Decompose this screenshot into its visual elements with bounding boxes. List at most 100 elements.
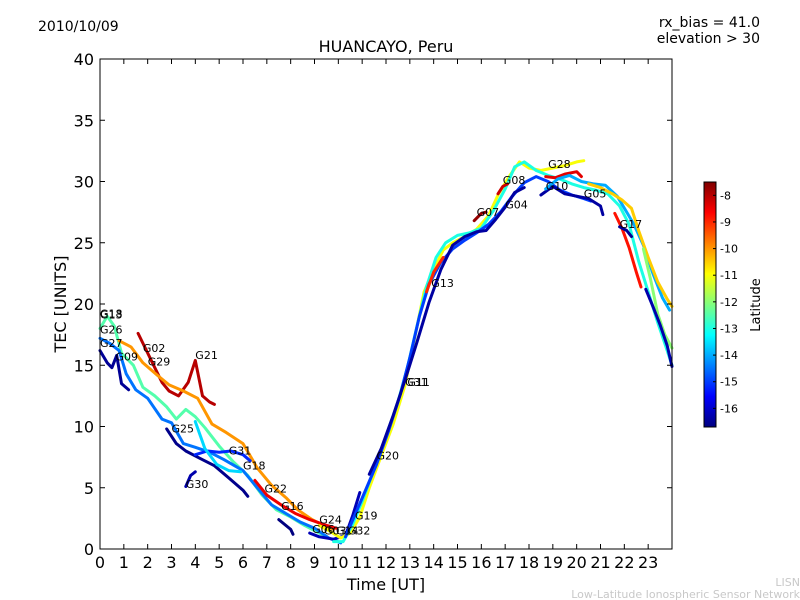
satellite-label: G04 — [505, 198, 528, 211]
y-tick-label: 10 — [74, 418, 94, 437]
x-tick-label: 19 — [543, 553, 563, 572]
x-tick-label: 13 — [400, 553, 420, 572]
x-tick-label: 23 — [638, 553, 658, 572]
x-tick-label: 3 — [166, 553, 176, 572]
satellite-label: G03 — [324, 524, 347, 537]
tec-track — [613, 211, 643, 289]
x-tick-label: 10 — [328, 553, 348, 572]
satellite-label: G24 — [319, 513, 342, 526]
chart-title: HUANCAYO, Peru — [319, 37, 454, 56]
satellite-label: G13 — [431, 277, 454, 290]
x-tick-label: 16 — [471, 553, 491, 572]
x-tick-label: 2 — [143, 553, 153, 572]
satellite-label: G18 — [100, 308, 123, 321]
satellite-label: G22 — [265, 483, 288, 496]
satellite-label: G13 — [100, 309, 123, 322]
tec-track — [117, 339, 336, 531]
y-tick-label: 30 — [74, 173, 94, 192]
y-tick-label: 0 — [84, 540, 94, 559]
satellite-label: G25 — [172, 423, 195, 436]
satellite-label: G30 — [186, 478, 209, 491]
colorbar-tick-label: -12 — [720, 296, 738, 309]
tec-tracks — [98, 159, 674, 545]
tec-track — [425, 255, 445, 294]
colorbar-tick-label: -8 — [720, 189, 731, 202]
tec-track — [136, 331, 216, 406]
satellite-label: G26 — [100, 323, 123, 336]
colorbar — [703, 181, 717, 428]
satellite-label: G08 — [503, 174, 526, 187]
plot-frame — [99, 58, 673, 550]
tec-track — [184, 470, 197, 488]
elevation-label: elevation > 30 — [657, 31, 760, 47]
x-tick-label: 1 — [119, 553, 129, 572]
x-tick-label: 0 — [95, 553, 105, 572]
tec-track — [277, 518, 295, 536]
x-axis-label: Time [UT] — [346, 575, 425, 594]
y-tick-label: 40 — [74, 50, 94, 69]
colorbar-ticks: -8 -9 -10 -11 -12 -13 -14 -15 -16 — [713, 189, 738, 415]
tec-track — [587, 182, 674, 308]
tec-track — [165, 427, 250, 498]
colorbar-tick-label: -14 — [720, 349, 738, 362]
tec-track — [641, 247, 674, 350]
colorbar-label: Latitude — [749, 278, 764, 332]
x-tick-label: 7 — [262, 553, 272, 572]
satellite-label: G14 — [336, 524, 359, 537]
rx-bias-label: rx_bias = 41.0 — [659, 15, 760, 31]
satellite-label: G02 — [143, 342, 166, 355]
satellite-label: G19 — [355, 510, 378, 523]
tec-track — [618, 225, 633, 239]
satellite-label: G27 — [100, 337, 123, 350]
satellite-label: G16 — [281, 500, 304, 513]
tec-track — [539, 184, 605, 217]
x-tick-label: 18 — [519, 553, 539, 572]
x-tick-label: 12 — [376, 553, 396, 572]
y-axis-label: TEC [UNITS] — [51, 256, 70, 354]
tec-track — [544, 170, 583, 180]
satellite-label: G31 — [229, 445, 252, 458]
satellite-label: G31 — [405, 376, 428, 389]
colorbar-tick-label: -13 — [720, 322, 738, 335]
y-tick-label: 25 — [74, 234, 94, 253]
satellite-label: G09 — [116, 350, 139, 363]
x-tick-label: 14 — [423, 553, 443, 572]
date-label: 2010/10/09 — [38, 19, 119, 35]
footer-network: Low-Latitude Ionospheric Sensor Network — [571, 588, 800, 600]
satellite-label: G07 — [477, 206, 500, 219]
footer-lisn: LISN — [775, 576, 800, 589]
x-axis-ticks: 0 1 2 3 4 5 6 7 8 9 10 11 12 13 14 15 16 17 18 19 20 21 22 23 — [95, 59, 658, 572]
y-tick-label: 20 — [74, 295, 94, 314]
x-tick-label: 6 — [238, 553, 248, 572]
tec-track — [344, 175, 593, 539]
satellite-label: G29 — [148, 355, 171, 368]
y-axis-ticks: 0 5 10 15 20 25 30 35 40 — [74, 50, 672, 559]
satellite-label: G11 — [407, 376, 430, 389]
tec-track — [317, 159, 586, 540]
satellite-label: G32 — [348, 524, 371, 537]
satellite-label: G10 — [546, 180, 569, 193]
satellite-label: G05 — [584, 187, 607, 200]
x-tick-label: 9 — [309, 553, 319, 572]
satellite-label: G21 — [195, 349, 218, 362]
tec-track — [193, 420, 243, 474]
tec-track — [98, 336, 343, 545]
colorbar-tick-label: -9 — [720, 216, 731, 229]
colorbar-tick-label: -11 — [720, 269, 738, 282]
x-tick-label: 4 — [190, 553, 200, 572]
x-tick-label: 21 — [590, 553, 610, 572]
colorbar-tick-label: -15 — [720, 376, 738, 389]
x-tick-label: 15 — [447, 553, 467, 572]
x-tick-label: 11 — [352, 553, 372, 572]
x-tick-label: 20 — [566, 553, 586, 572]
tec-track — [644, 287, 674, 368]
y-tick-label: 35 — [74, 111, 94, 130]
colorbar-tick-label: -10 — [720, 243, 738, 256]
tec-track — [472, 210, 488, 223]
satellite-label: G06 — [312, 523, 335, 536]
colorbar-tick-label: -16 — [720, 402, 738, 415]
x-tick-label: 22 — [614, 553, 634, 572]
satellite-label: G17 — [620, 218, 643, 231]
